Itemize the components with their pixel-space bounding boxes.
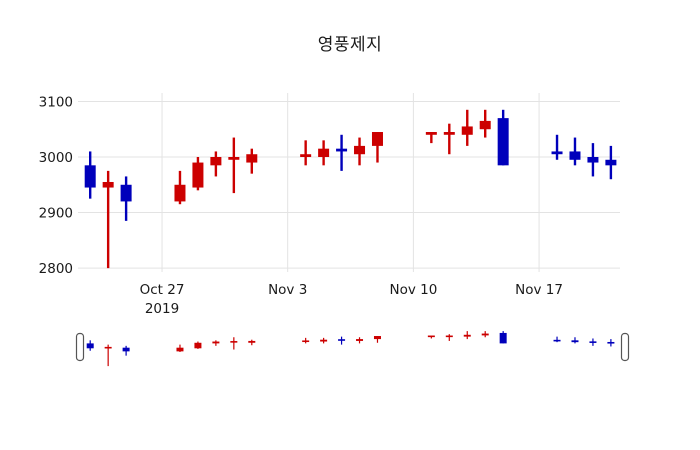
y-tick-label: 2800 [39, 261, 73, 277]
candle-body[interactable] [336, 148, 348, 152]
candle-body[interactable] [228, 157, 240, 160]
candle-body[interactable] [497, 118, 509, 166]
rangeslider-candle-body [320, 339, 328, 342]
rangeslider-candle-body [481, 333, 489, 336]
rangeslider-candle-body [463, 334, 471, 337]
rangeslider-track[interactable] [77, 329, 628, 369]
candle-body[interactable] [210, 157, 222, 166]
rangeslider-right-handle[interactable] [620, 332, 630, 362]
rangeslider-candle-body [373, 336, 381, 340]
rangeslider-candle-body [589, 341, 597, 343]
chart-title: 영풍제지 [317, 35, 383, 55]
rangeslider-candle-body [248, 340, 256, 343]
x-tick-label: Oct 27 [140, 282, 185, 298]
candle-body[interactable] [120, 184, 132, 202]
rangeslider-candle-body [553, 339, 561, 342]
candle-body[interactable] [174, 184, 186, 202]
candle-body[interactable] [587, 157, 599, 163]
candle-body[interactable] [192, 162, 204, 188]
rangeslider-candle-body [194, 342, 202, 349]
rangeslider-candle-body [499, 332, 507, 344]
candle-body[interactable] [246, 154, 258, 163]
x-tick-label: Nov 17 [515, 282, 563, 298]
candle-body[interactable] [479, 120, 491, 130]
candle-body[interactable] [569, 151, 581, 160]
rangeslider-candle-body [302, 340, 310, 343]
x-tick-label: Nov 10 [389, 282, 437, 298]
rangeslider-candle-body [86, 343, 94, 349]
x-tick-label: Nov 3 [268, 282, 307, 298]
candle-body[interactable] [102, 181, 114, 188]
y-tick-label: 3000 [39, 150, 73, 166]
rangeslider-candle-body [445, 335, 453, 338]
y-tick-label: 2900 [39, 206, 73, 222]
rangeslider-candle-body [607, 341, 615, 344]
candle-body[interactable] [354, 145, 366, 155]
y-tick-label: 3100 [39, 94, 73, 110]
rangeslider-candle-body [104, 346, 112, 349]
x-tick-label: 2019 [145, 301, 179, 317]
rangeslider-candle-body [338, 339, 346, 341]
candle-body[interactable] [371, 132, 383, 146]
candle-body[interactable] [84, 165, 96, 188]
rangeslider-candle-body [356, 339, 364, 341]
candle-body[interactable] [300, 154, 312, 157]
rangeslider-candle-body [230, 341, 238, 343]
candle-body[interactable] [318, 148, 330, 157]
candle-body[interactable] [425, 132, 437, 135]
rangeslider-candle-body [212, 341, 220, 344]
candle-body[interactable] [461, 126, 473, 135]
candle-body[interactable] [551, 151, 563, 155]
rangeslider-candle-body [122, 347, 130, 352]
rangeslider-candle-body [571, 340, 579, 343]
rangeslider-candle-body [176, 347, 184, 352]
rangeslider-candle-body [427, 335, 435, 338]
candle-body[interactable] [443, 132, 455, 135]
candle-body[interactable] [605, 159, 617, 166]
rangeslider-left-handle[interactable] [75, 332, 85, 362]
